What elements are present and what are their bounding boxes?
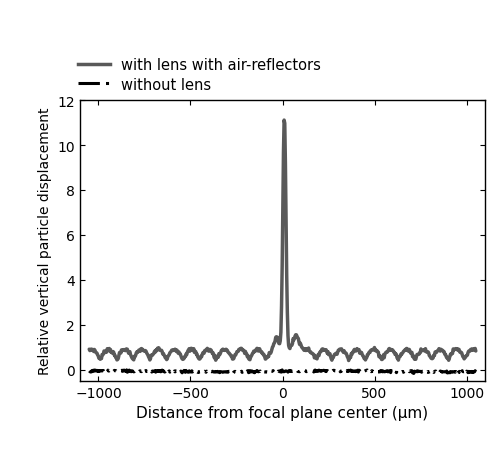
X-axis label: Distance from focal plane center (μm): Distance from focal plane center (μm) [136,405,428,420]
Legend: with lens with air-reflectors, without lens: with lens with air-reflectors, without l… [72,52,327,98]
Y-axis label: Relative vertical particle displacement: Relative vertical particle displacement [38,107,52,375]
